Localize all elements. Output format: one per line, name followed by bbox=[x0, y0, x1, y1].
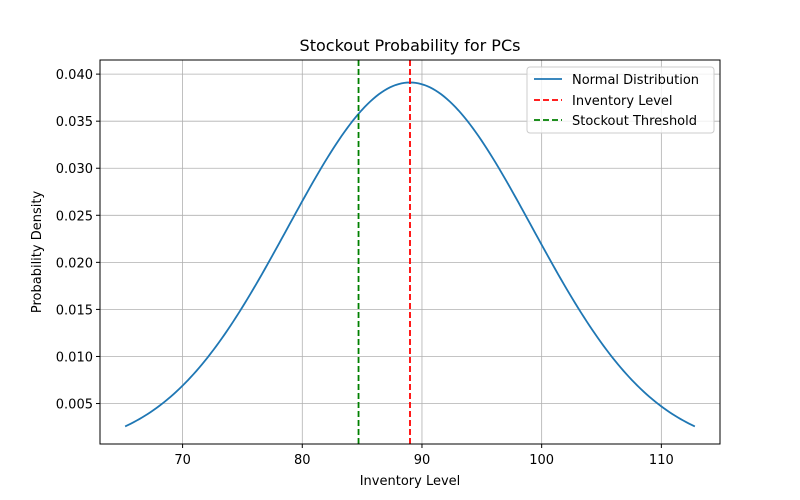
y-tick-label: 0.015 bbox=[56, 303, 93, 318]
legend: Normal Distribution Inventory Level Stoc… bbox=[526, 66, 715, 134]
legend-label-stockout-threshold: Stockout Threshold bbox=[572, 114, 697, 129]
y-tick-label: 0.005 bbox=[56, 398, 93, 413]
x-axis-label: Inventory Level bbox=[360, 474, 461, 489]
legend-box bbox=[526, 66, 715, 134]
x-tick-label: 90 bbox=[414, 453, 431, 468]
y-tick-label: 0.040 bbox=[56, 68, 93, 83]
y-tick-label: 0.035 bbox=[56, 115, 93, 130]
legend-label-inventory-level: Inventory Level bbox=[572, 94, 673, 109]
y-tick-label: 0.030 bbox=[56, 162, 93, 177]
chart-title: Stockout Probability for PCs bbox=[300, 36, 521, 55]
y-tick-label: 0.025 bbox=[56, 209, 93, 224]
x-tick-label: 100 bbox=[529, 453, 554, 468]
x-tick-label: 70 bbox=[174, 453, 191, 468]
y-tick-label: 0.010 bbox=[56, 350, 93, 365]
legend-label-normal-distribution: Normal Distribution bbox=[572, 73, 699, 88]
y-axis-label: Probability Density bbox=[30, 191, 45, 314]
y-ticks: 0.005 0.010 0.015 0.020 0.025 0.030 0.035 0.040 bbox=[56, 68, 100, 413]
x-tick-label: 110 bbox=[649, 453, 674, 468]
plot-frame bbox=[99, 59, 721, 445]
y-tick-label: 0.020 bbox=[56, 256, 93, 271]
vertical-lines bbox=[357, 60, 411, 444]
x-tick-label: 80 bbox=[294, 453, 311, 468]
x-ticks: 70 80 90 100 110 bbox=[174, 444, 674, 468]
